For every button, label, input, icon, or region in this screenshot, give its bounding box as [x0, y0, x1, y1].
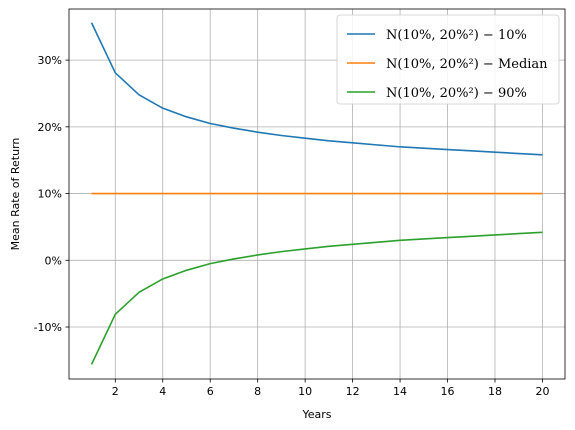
x-axis-ticks: 2 4 6 8 10 12 14 16 18 20	[112, 379, 549, 398]
legend-label: N(10%, 20%²) − 90%	[386, 86, 527, 101]
legend-box	[336, 14, 560, 105]
x-axis-label: Years	[301, 408, 331, 421]
y-tick-label: 30%	[38, 54, 62, 67]
y-axis-ticks: -10% 0% 10% 20% 30%	[34, 54, 69, 334]
x-tick-label: 2	[112, 385, 119, 398]
x-tick-label: 4	[159, 385, 166, 398]
legend-label: N(10%, 20%²) − 10%	[386, 28, 527, 43]
y-axis-label: Mean Rate of Return	[9, 138, 22, 251]
y-tick-label: 10%	[38, 188, 62, 201]
series-line-2	[90, 231, 543, 365]
y-tick-label: 0%	[45, 254, 62, 267]
y-tick-label: 20%	[38, 121, 62, 134]
x-tick-label: 12	[346, 385, 360, 398]
plot-frame	[68, 8, 566, 380]
series-line-0	[90, 22, 543, 156]
x-tick-label: 10	[298, 385, 312, 398]
x-tick-label: 8	[254, 385, 261, 398]
series-lines	[90, 22, 543, 365]
x-tick-label: 20	[535, 385, 549, 398]
x-tick-label: 6	[207, 385, 214, 398]
x-tick-label: 18	[488, 385, 502, 398]
x-tick-label: 16	[441, 385, 455, 398]
x-tick-label: 14	[393, 385, 407, 398]
legend-label: N(10%, 20%²) − Median	[386, 57, 548, 72]
legend: N(10%, 20%²) − 10% N(10%, 20%²) − Median N…	[336, 14, 560, 105]
y-tick-label: -10%	[34, 321, 62, 334]
